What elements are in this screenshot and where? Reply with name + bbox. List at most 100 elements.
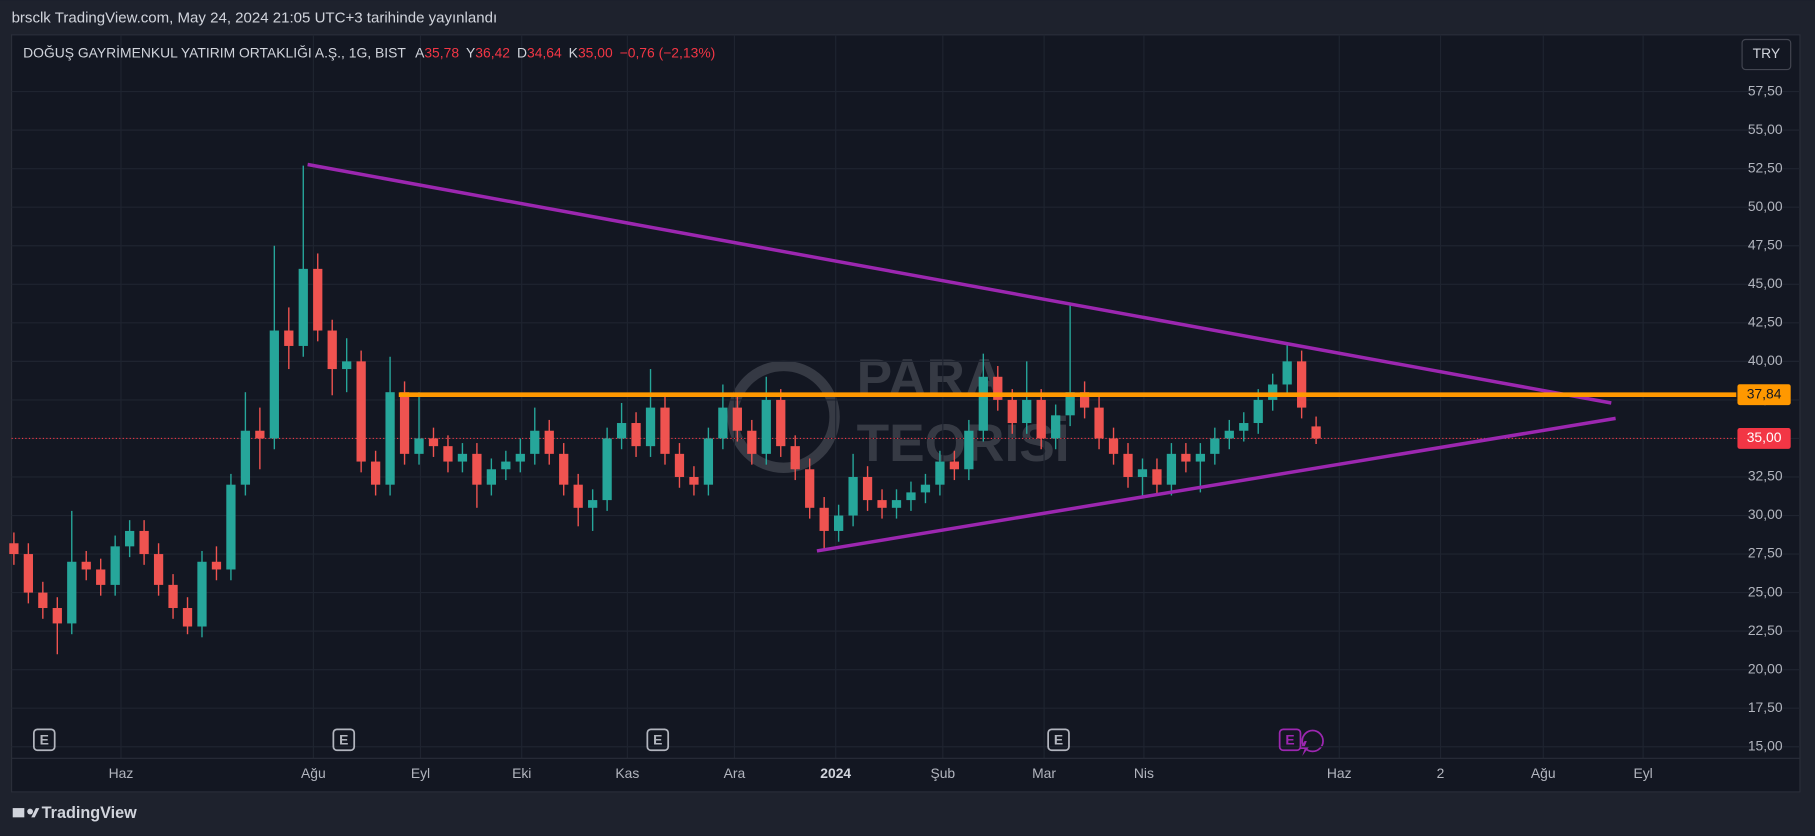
candle-body xyxy=(182,608,193,627)
candle-body xyxy=(631,423,641,447)
candle-body xyxy=(1123,453,1133,477)
candle-body xyxy=(848,476,858,516)
candle-body xyxy=(96,569,106,585)
candle-body xyxy=(1297,361,1307,408)
y-tick-label: 55,00 xyxy=(1748,121,1783,137)
candle-body xyxy=(920,484,931,493)
ohlc-value: 36,42 xyxy=(475,44,510,60)
ohlc-label: K xyxy=(569,44,579,60)
event-marker[interactable] xyxy=(646,728,670,752)
event-marker[interactable] xyxy=(1278,728,1302,752)
candle-body xyxy=(1282,361,1292,385)
candle-body xyxy=(486,469,496,485)
candle-body xyxy=(370,461,381,485)
candle-body xyxy=(67,561,77,624)
candle-body xyxy=(1051,415,1061,439)
candle-body xyxy=(1239,423,1249,431)
event-marker[interactable] xyxy=(32,728,56,752)
candle-body xyxy=(197,561,207,627)
footer-brand: TradingView xyxy=(42,804,137,822)
y-tick-label: 40,00 xyxy=(1748,352,1783,368)
candle-body xyxy=(313,268,323,331)
candle-body xyxy=(1036,399,1046,439)
candle-body xyxy=(862,476,873,501)
x-tick-label: Haz xyxy=(1327,765,1352,781)
candle-body xyxy=(168,584,178,609)
candle-body xyxy=(703,438,714,485)
y-tick-label: 57,50 xyxy=(1748,82,1783,98)
candle-body xyxy=(211,561,222,570)
candle-body xyxy=(559,453,569,485)
price-tag xyxy=(1737,384,1791,406)
candle-body xyxy=(385,392,395,485)
candle-body xyxy=(544,430,554,454)
price-tag-label: 37,84 xyxy=(1747,385,1782,401)
candle-body xyxy=(1253,399,1263,424)
y-tick-label: 30,00 xyxy=(1748,506,1783,522)
candle-body xyxy=(139,530,149,555)
candle-body xyxy=(949,461,960,470)
currency-button[interactable] xyxy=(1741,38,1792,71)
candle-body xyxy=(226,484,236,570)
x-tick-label: Eyl xyxy=(411,765,430,781)
candle-body xyxy=(342,361,352,370)
change: −0,76 (−2,13%) xyxy=(620,44,716,60)
candle-body xyxy=(906,492,916,501)
event-label: E xyxy=(1285,732,1294,748)
candle-body xyxy=(776,399,786,447)
candle-body xyxy=(761,399,771,454)
chart-pane xyxy=(10,34,1801,793)
chart-header: DOĞUŞ GAYRİMENKUL YATIRIM ORTAKLIĞI A.Ş.… xyxy=(23,43,715,60)
event-marker[interactable] xyxy=(332,728,356,752)
y-tick-label: 50,00 xyxy=(1748,198,1783,214)
candle-body xyxy=(38,592,48,609)
candle-body xyxy=(718,407,728,439)
candle-body xyxy=(1181,453,1191,462)
x-tick-label: Kas xyxy=(615,765,639,781)
published-note: brsclk TradingView.com, May 24, 2024 21:… xyxy=(12,10,498,27)
x-tick-label: Nis xyxy=(1134,765,1154,781)
x-tick-label: 2024 xyxy=(820,765,851,781)
candle-body xyxy=(877,500,887,508)
candle-body xyxy=(399,392,410,454)
y-tick-label: 25,00 xyxy=(1748,583,1783,599)
candle-body xyxy=(588,500,598,508)
ohlc-value: 35,00 xyxy=(578,44,613,60)
candle-body xyxy=(1210,438,1220,454)
event-marker[interactable] xyxy=(1047,728,1070,752)
candle-body xyxy=(1079,392,1090,408)
candle-body xyxy=(284,330,294,346)
candle-body xyxy=(428,438,439,447)
currency[interactable]: TRY xyxy=(1753,45,1781,61)
candle-body xyxy=(935,461,945,485)
candle-body xyxy=(515,453,525,462)
ohlc-label: Y xyxy=(466,44,475,60)
dividend-icon-ring[interactable] xyxy=(1301,729,1324,753)
y-tick-label: 32,50 xyxy=(1748,468,1783,484)
ohlc-value: 34,64 xyxy=(527,44,562,60)
x-tick-label: Şub xyxy=(930,765,955,781)
candle-body xyxy=(298,268,308,346)
ohlc-value: 35,78 xyxy=(424,44,459,60)
y-tick-label: 42,50 xyxy=(1748,313,1783,329)
candle-body xyxy=(978,376,988,431)
candle-body xyxy=(790,446,800,470)
candle-body xyxy=(110,546,120,585)
candle-body xyxy=(1094,407,1104,439)
x-tick-label: Haz xyxy=(109,765,134,781)
price-tag xyxy=(1737,428,1791,449)
candle-body xyxy=(414,438,424,454)
candle-body xyxy=(1311,426,1321,439)
candle-body xyxy=(833,515,844,531)
event-label: E xyxy=(653,732,662,748)
candle-body xyxy=(602,438,612,501)
trendline xyxy=(816,416,1616,553)
watermark-line: TEORİSİ xyxy=(857,414,1070,473)
candle-body xyxy=(125,530,135,547)
y-tick-label: 20,00 xyxy=(1748,660,1783,676)
candle-body xyxy=(660,407,670,454)
candle-body xyxy=(964,430,974,470)
x-tick-label: Eki xyxy=(512,765,531,781)
tv-logo xyxy=(12,808,40,818)
x-tick-label: Eyl xyxy=(1633,765,1652,781)
